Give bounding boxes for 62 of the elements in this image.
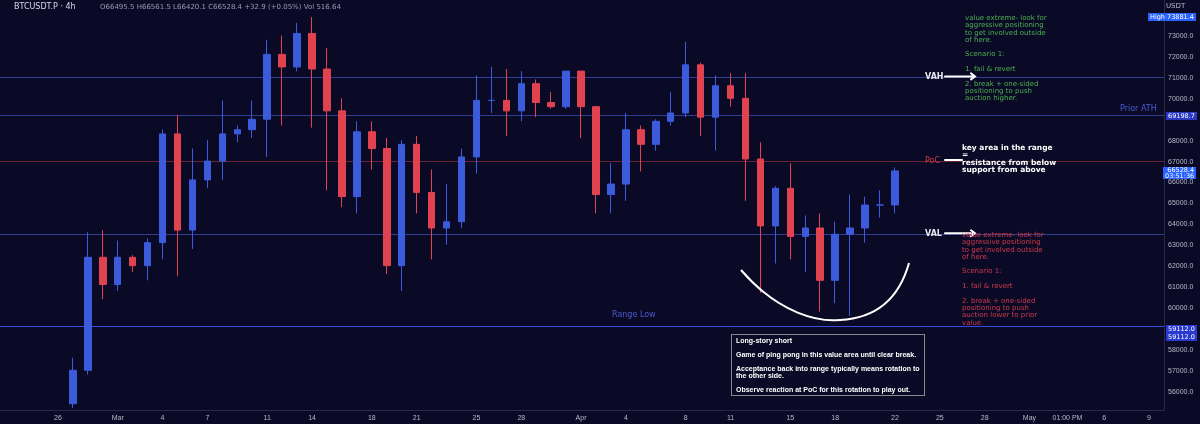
candlestick bbox=[846, 194, 854, 317]
candlestick bbox=[787, 162, 794, 260]
candlestick bbox=[189, 148, 196, 250]
candlestick bbox=[114, 240, 121, 292]
candlestick bbox=[488, 66, 495, 114]
candlestick bbox=[742, 72, 749, 202]
candlestick bbox=[323, 47, 331, 191]
candlestick bbox=[682, 41, 689, 118]
candlestick bbox=[174, 114, 181, 277]
candlestick bbox=[248, 99, 256, 139]
candlestick bbox=[592, 106, 600, 214]
candlestick bbox=[518, 70, 525, 122]
candlestick bbox=[368, 120, 376, 170]
candlestick bbox=[263, 39, 271, 158]
candlestick bbox=[99, 229, 107, 300]
candlestick bbox=[652, 118, 660, 152]
candlestick bbox=[607, 162, 615, 214]
candlestick bbox=[428, 168, 435, 260]
candlestick bbox=[353, 120, 361, 214]
candlestick bbox=[144, 237, 151, 281]
candlestick bbox=[757, 141, 764, 294]
candlestick bbox=[219, 99, 226, 181]
candlestick bbox=[876, 189, 884, 219]
candlestick bbox=[667, 91, 674, 127]
candlestick bbox=[697, 62, 704, 137]
candlestick bbox=[816, 212, 824, 313]
candlestick bbox=[772, 185, 779, 265]
candlestick bbox=[278, 35, 286, 127]
chart-title: BTCUSDT.P · 4h bbox=[14, 2, 76, 13]
candlestick bbox=[712, 74, 719, 152]
candlestick bbox=[547, 91, 555, 110]
candlestick bbox=[577, 70, 585, 139]
candlestick bbox=[204, 139, 211, 189]
candlestick bbox=[443, 183, 450, 246]
candlestick bbox=[413, 135, 420, 214]
candlestick bbox=[338, 97, 346, 208]
candlestick bbox=[802, 214, 809, 273]
ref-line-label: VAH bbox=[925, 72, 944, 83]
candlestick bbox=[129, 254, 136, 273]
candlestick bbox=[159, 129, 166, 260]
candlestick bbox=[562, 70, 570, 110]
candlestick bbox=[831, 221, 839, 304]
candlestick bbox=[458, 148, 465, 229]
candlestick bbox=[308, 16, 316, 129]
candlestick bbox=[293, 22, 301, 72]
ref-line-label: PoC bbox=[925, 156, 941, 167]
candlestick bbox=[861, 196, 869, 244]
ref-line-label: VAL bbox=[925, 229, 942, 240]
candlestick bbox=[637, 125, 645, 173]
candlestick bbox=[398, 139, 405, 292]
ref-line-label: Range Low bbox=[612, 310, 656, 321]
candlestick bbox=[622, 112, 630, 202]
ref-line-label: Prior ATH bbox=[1120, 104, 1157, 115]
candlestick bbox=[532, 78, 540, 118]
candlestick bbox=[473, 74, 480, 175]
candlestick bbox=[69, 357, 77, 409]
candlestick bbox=[891, 166, 899, 214]
candlestick bbox=[383, 137, 391, 275]
candlestick bbox=[84, 231, 92, 375]
candlestick bbox=[727, 72, 734, 108]
candlestick bbox=[503, 68, 510, 137]
candlestick bbox=[234, 125, 241, 143]
